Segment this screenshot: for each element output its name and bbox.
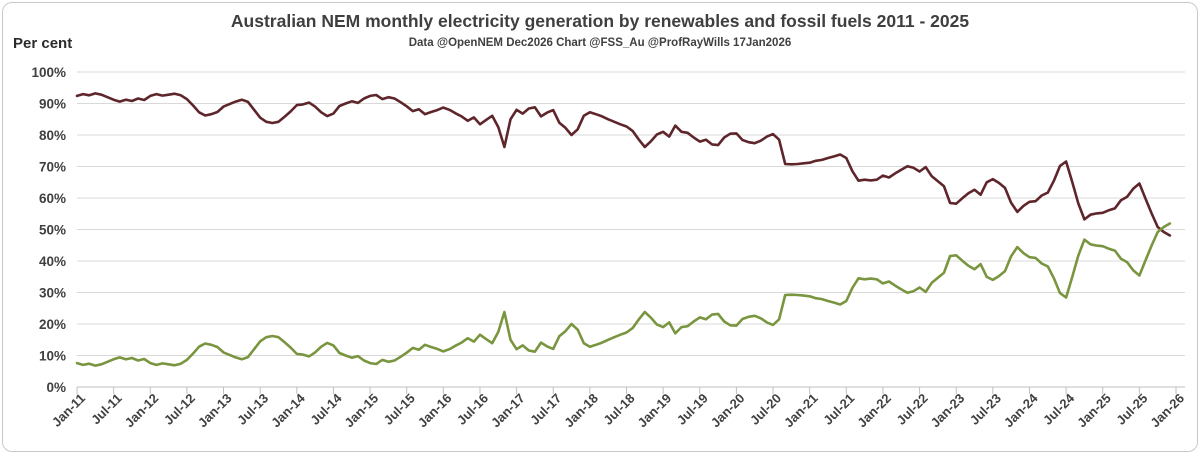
- chart-title: Australian NEM monthly electricity gener…: [230, 11, 970, 31]
- x-axis-tick-label: Jan-24: [1001, 390, 1041, 430]
- x-axis-tick-label: Jan-21: [781, 391, 821, 431]
- y-axis-tick-label: 30%: [39, 286, 66, 301]
- x-axis-tick-label: Jan-11: [49, 391, 88, 430]
- y-axis-tick-label: 0%: [46, 380, 66, 395]
- y-axis-tick-label: 90%: [39, 97, 66, 112]
- y-axis-tick-label: 40%: [39, 254, 66, 269]
- chart-frame: [2, 2, 1198, 452]
- y-axis-tick-label: 100%: [31, 65, 66, 80]
- x-axis-tick-label: Jul-17: [527, 391, 564, 428]
- x-axis-tick-label: Jan-15: [341, 391, 381, 431]
- x-axis-tick-label: Jul-22: [894, 391, 931, 428]
- x-axis-tick-label: Jan-18: [561, 391, 601, 431]
- x-axis-tick-label: Jul-14: [307, 390, 345, 428]
- x-axis-tick-label: Jan-14: [268, 390, 308, 430]
- x-axis-tick-label: Jul-18: [600, 391, 637, 428]
- renewables-line: [75, 222, 1172, 367]
- x-axis-tick-label: Jan-16: [415, 391, 455, 431]
- x-axis-tick-label: Jan-20: [708, 391, 748, 431]
- y-axis-tick-label: 60%: [39, 191, 66, 206]
- x-axis-tick-label: Jul-15: [381, 391, 418, 428]
- x-axis-tick-label: Jul-13: [234, 391, 271, 428]
- x-axis-tick-label: Jul-12: [161, 391, 198, 428]
- y-axis-tick-label: 80%: [39, 128, 66, 143]
- x-axis-tick-label: Jan-12: [122, 391, 162, 431]
- y-axis-unit-label: Per cent: [13, 35, 73, 52]
- fossil-fuels-line: [75, 92, 1172, 237]
- x-axis-tick-label: Jul-16: [454, 391, 491, 428]
- x-axis-tick-label: Jan-26: [1147, 391, 1187, 431]
- chart-subtitle: Data @OpenNEM Dec2026 Chart @FSS_Au @Pro…: [408, 37, 792, 49]
- x-axis-tick-label: Jul-19: [674, 391, 711, 428]
- x-axis-tick-label: Jan-23: [928, 391, 968, 431]
- x-axis-tick-label: Jan-19: [635, 391, 675, 431]
- x-axis-tick-label: Jul-21: [820, 391, 857, 428]
- x-axis-tick-label: Jan-17: [488, 391, 528, 431]
- y-axis-tick-label: 10%: [39, 349, 66, 364]
- y-axis-tick-label: 20%: [39, 317, 66, 332]
- x-axis-tick-label: Jan-13: [195, 391, 235, 431]
- x-axis-tick-label: Jul-23: [967, 391, 1004, 428]
- x-axis-tick-label: Jul-25: [1113, 391, 1150, 428]
- y-axis-tick-label: 70%: [39, 160, 66, 175]
- x-axis-tick-label: Jul-11: [88, 391, 125, 428]
- x-axis-tick-label: Jan-25: [1074, 391, 1114, 431]
- x-axis-tick-label: Jul-20: [747, 391, 784, 428]
- x-axis-tick-label: Jul-24: [1040, 390, 1078, 428]
- y-axis-tick-label: 50%: [39, 223, 66, 238]
- x-axis-tick-label: Jan-22: [854, 391, 894, 431]
